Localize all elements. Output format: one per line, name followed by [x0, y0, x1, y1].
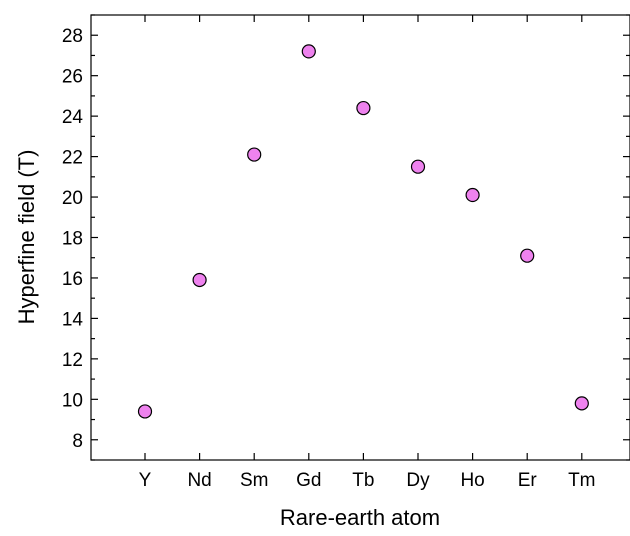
y-tick-label: 10: [62, 390, 83, 411]
data-point-tb: [356, 100, 371, 116]
y-tick-label: 26: [62, 67, 83, 88]
y-tick-label: 12: [62, 350, 83, 371]
x-tick-label: Sm: [240, 470, 269, 491]
y-tick-label: 14: [62, 309, 84, 330]
x-tick-label: Dy: [406, 470, 430, 491]
x-axis-ticks: Y Nd Sm Gd Tb Dy Ho Er Tm: [139, 15, 596, 491]
x-tick-label: Nd: [187, 470, 211, 491]
y-tick-label: 18: [62, 229, 83, 250]
y-tick-label: 16: [62, 269, 83, 290]
y-tick-label: 28: [62, 26, 83, 47]
plot-frame: [90, 14, 630, 461]
y-axis-ticks: 8 10 12 14 16 18 20 22 24 26 28: [62, 14, 630, 461]
data-point-gd: [301, 44, 316, 59]
data-point-dy: [410, 159, 426, 174]
data-point-tm: [574, 396, 589, 411]
x-axis-title: Rare-earth atom: [280, 505, 440, 530]
x-tick-label: Tb: [352, 470, 374, 491]
y-axis-title: Hyperfine field (T): [14, 150, 39, 325]
y-tick-label: 22: [62, 148, 83, 169]
data-point-nd: [192, 272, 207, 288]
data-point-er: [520, 248, 535, 263]
y-tick-label: 8: [72, 431, 83, 452]
x-tick-label: Tm: [568, 470, 595, 491]
x-tick-label: Y: [139, 470, 152, 491]
y-tick-label: 20: [62, 188, 83, 209]
x-tick-label: Ho: [460, 470, 484, 491]
x-tick-label: Er: [518, 470, 538, 491]
y-tick-label: 24: [62, 107, 84, 128]
data-point-sm: [247, 147, 262, 162]
data-point-y: [137, 404, 153, 419]
x-tick-label: Gd: [296, 470, 321, 491]
data-point-ho: [465, 187, 480, 203]
data-points: [137, 44, 589, 419]
